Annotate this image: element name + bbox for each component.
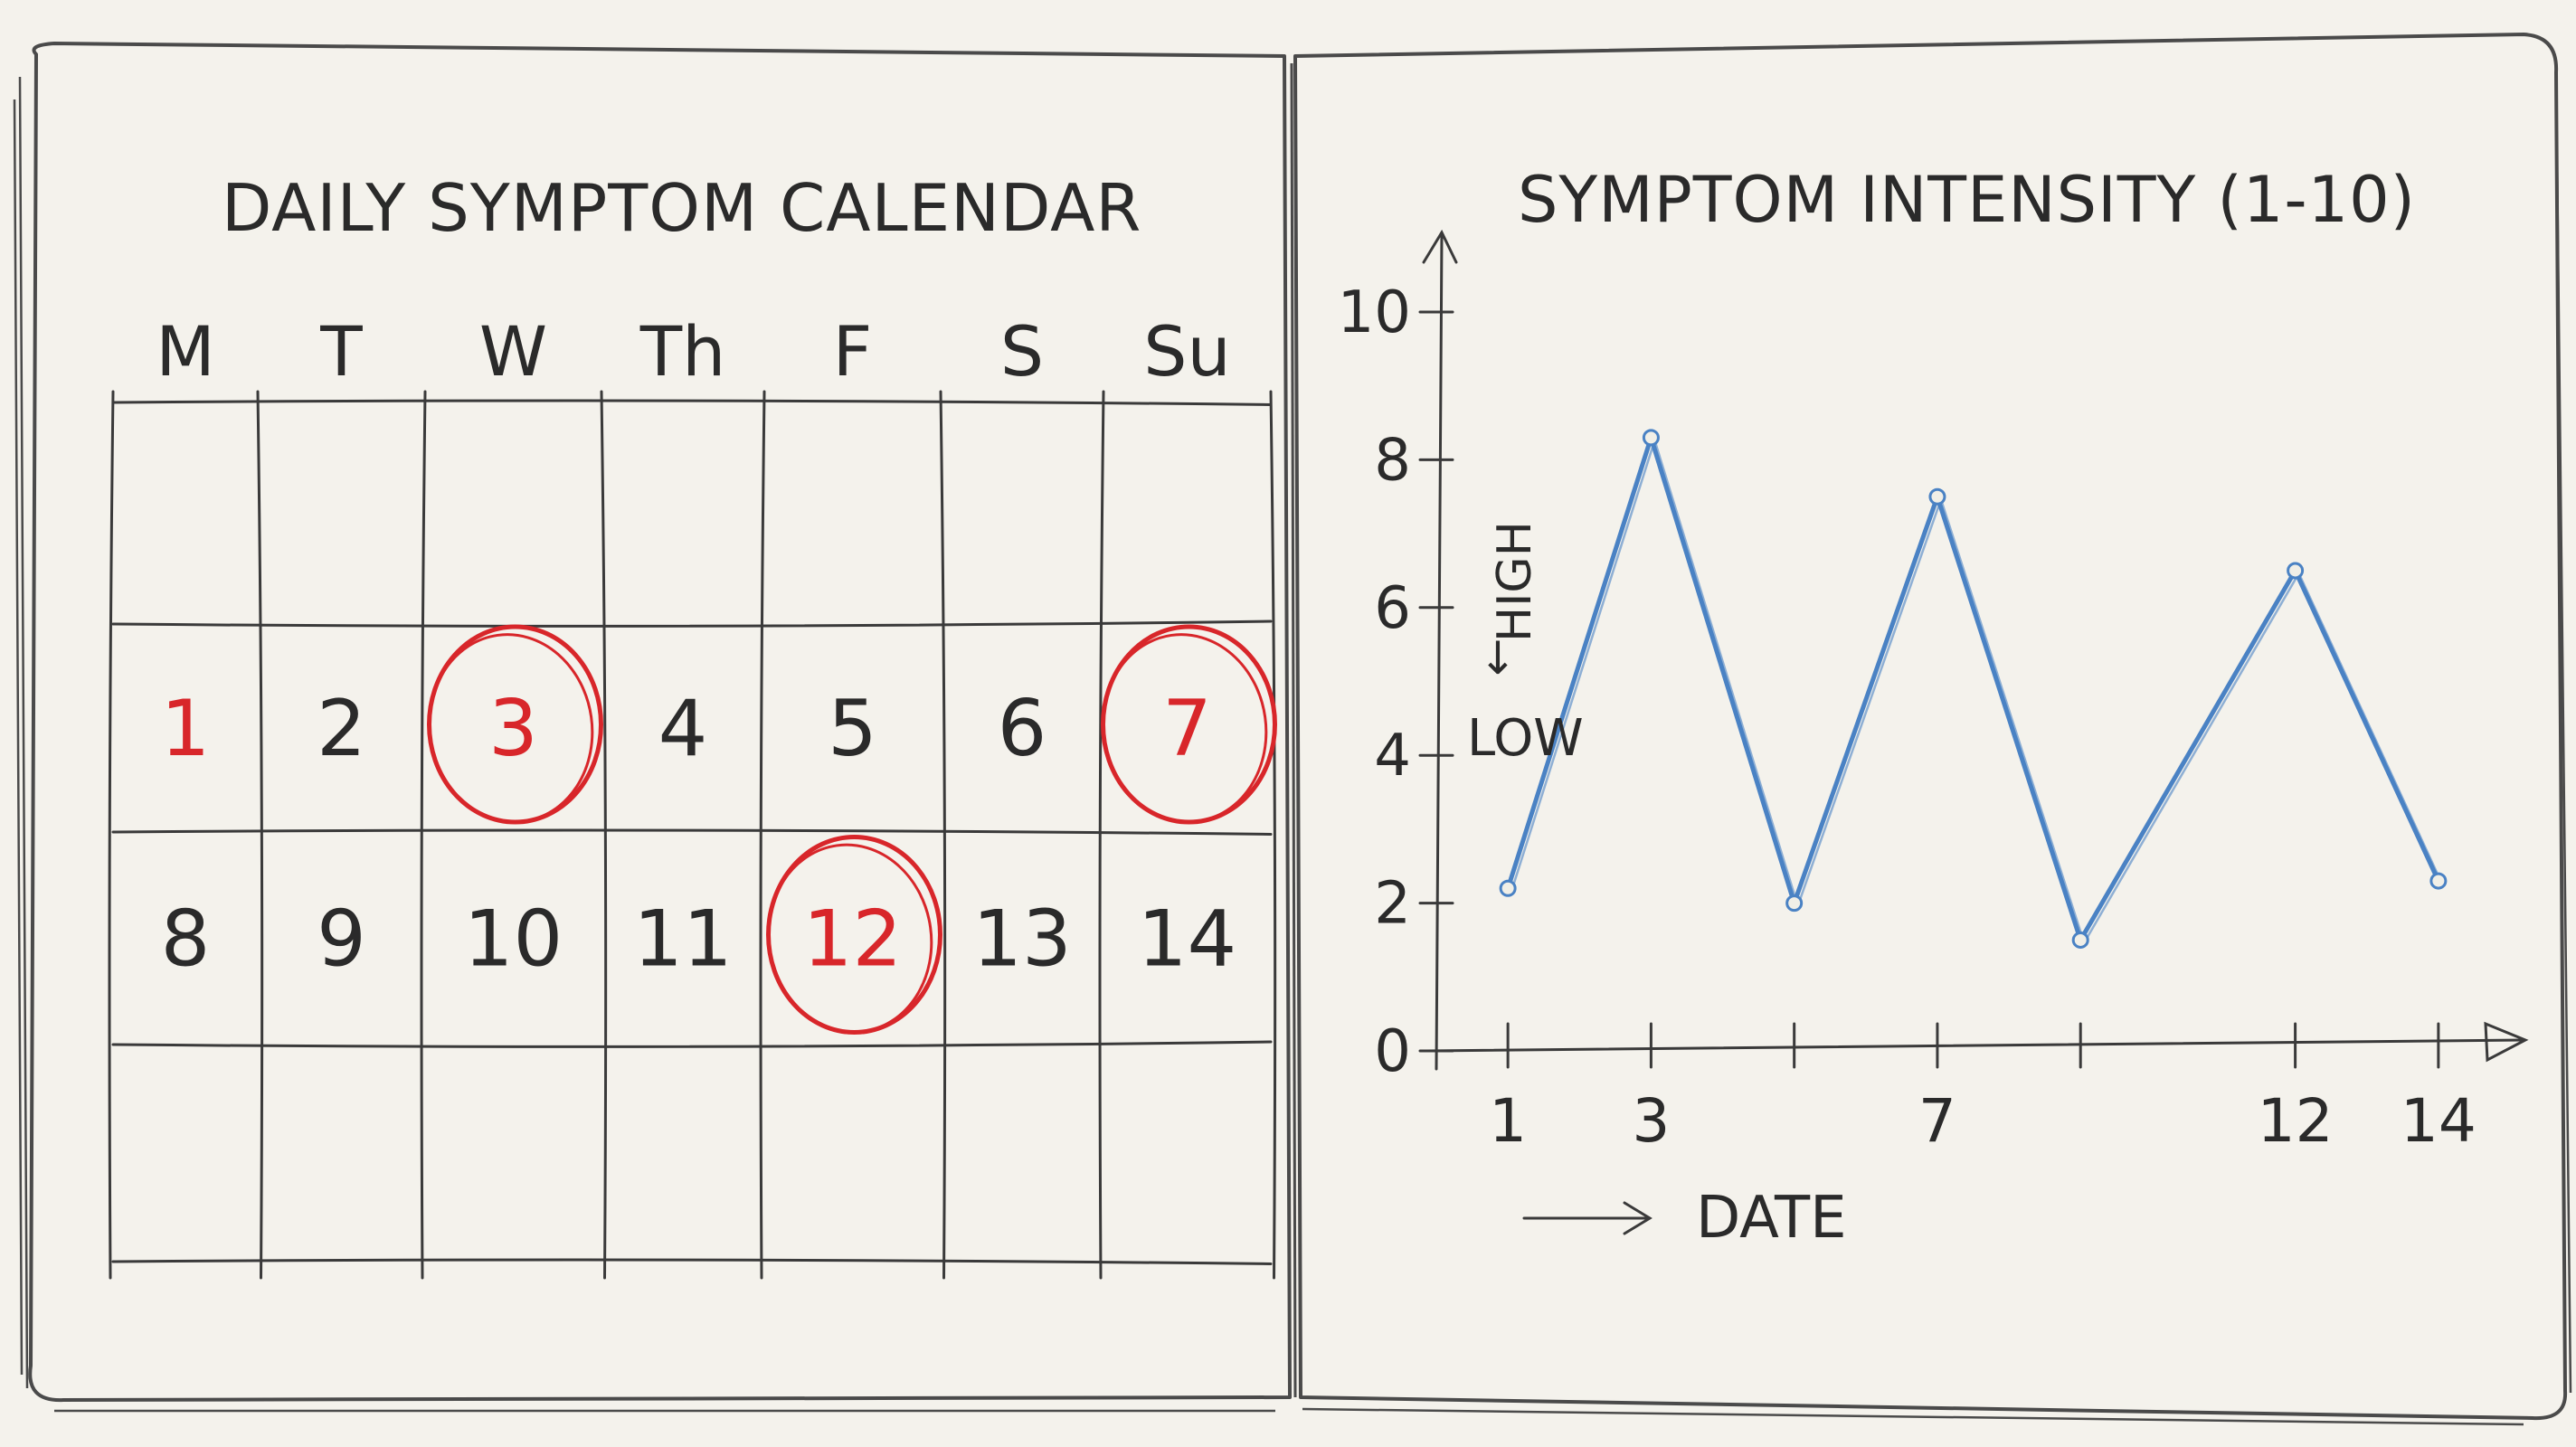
y-tick-label: 4 <box>1374 723 1411 790</box>
y-axis-label: HIGH ↓ LOW <box>1467 521 1584 768</box>
down-arrow-icon: ↓ <box>1479 632 1517 685</box>
page-edge-lines <box>13 67 2572 1426</box>
weekday-label: Su <box>1143 311 1230 392</box>
data-point <box>1785 894 1804 913</box>
x-tick-label: 12 <box>2258 1086 2334 1156</box>
calendar-day-cells: 1 2 3 4 5 6 78 9 10 11 12 13 14 <box>161 624 1278 1043</box>
calendar-column-line <box>1269 390 1277 1280</box>
series-line-sketch <box>1510 439 2444 944</box>
data-point <box>1928 487 1946 506</box>
x-tick-label: 1 <box>1489 1086 1527 1156</box>
weekday-label: S <box>1000 311 1044 392</box>
calendar-day-cell[interactable]: 2 <box>317 684 366 774</box>
red-circle-mark-stroke <box>427 633 594 824</box>
calendar-day-cell[interactable]: 3 <box>417 624 604 833</box>
calendar-day-number: 10 <box>464 894 563 985</box>
series-line <box>1505 435 2441 942</box>
calendar-day-number: 11 <box>633 894 732 985</box>
right-page <box>1293 33 2568 1421</box>
x-axis-arrowhead <box>2484 1021 2529 1063</box>
calendar-day-number: 6 <box>998 684 1047 774</box>
calendar-row-line <box>111 828 1273 836</box>
weekday-label: T <box>319 311 363 392</box>
right-arrow-icon <box>1522 1201 1653 1235</box>
x-tick-label: 3 <box>1632 1086 1670 1156</box>
weekday-label: Th <box>639 311 726 392</box>
notebook-spine <box>1290 62 1297 1398</box>
calendar-day-number: 13 <box>972 894 1071 985</box>
calendar-day-cell[interactable]: 11 <box>633 894 732 985</box>
y-tick-label: 0 <box>1374 1018 1411 1085</box>
y-axis-line <box>1422 229 1458 1071</box>
weekday-label: M <box>156 311 215 392</box>
calendar-row-line <box>111 1258 1273 1265</box>
calendar-day-number: 7 <box>1162 684 1212 774</box>
calendar-row-line <box>111 1040 1273 1048</box>
calendar-column-line <box>939 390 947 1280</box>
calendar-weekday-row: M T W Th F S Su <box>156 311 1231 392</box>
red-circle-mark-stroke <box>1101 633 1268 824</box>
x-tick-label: 14 <box>2401 1086 2477 1156</box>
calendar-row-line <box>111 619 1273 628</box>
notebook-pages <box>13 33 2572 1426</box>
weekday-label: F <box>833 311 873 392</box>
calendar-column-line <box>420 390 427 1280</box>
calendar-day-number: 8 <box>161 894 211 985</box>
chart-axes <box>1422 229 2529 1071</box>
calendar-day-cell[interactable]: 13 <box>972 894 1071 985</box>
calendar-column-line <box>1098 390 1105 1280</box>
calendar-day-cell[interactable]: 10 <box>464 894 563 985</box>
y-tick-label: 6 <box>1374 575 1411 642</box>
x-axis-line <box>1425 1038 2525 1053</box>
data-point <box>2287 562 2305 580</box>
red-circle-mark-stroke <box>766 843 933 1035</box>
calendar-day-number: 9 <box>317 894 366 985</box>
calendar-day-cell[interactable]: 4 <box>658 684 708 774</box>
x-tick-label: 7 <box>1918 1086 1956 1156</box>
calendar-day-cell[interactable]: 5 <box>828 684 877 774</box>
y-tick-label: 2 <box>1374 871 1411 938</box>
calendar-title: DAILY SYMPTOM CALENDAR <box>222 170 1141 246</box>
series-intensity <box>1499 429 2448 949</box>
calendar-row-line <box>111 399 1273 406</box>
left-page <box>28 42 1292 1403</box>
data-point <box>2071 931 2089 949</box>
calendar-grid <box>108 390 1277 1280</box>
data-point <box>2429 872 2448 890</box>
y-label-high: HIGH <box>1488 521 1542 642</box>
calendar-day-number: 14 <box>1138 894 1236 985</box>
calendar-day-number: 12 <box>803 894 902 985</box>
calendar-day-number: 2 <box>317 684 366 774</box>
calendar-day-cell[interactable]: 7 <box>1091 624 1278 833</box>
calendar-day-cell[interactable]: 12 <box>756 834 943 1043</box>
calendar-day-number: 4 <box>658 684 708 774</box>
calendar-day-cell[interactable]: 8 <box>161 894 211 985</box>
data-point <box>1642 429 1660 447</box>
calendar-column-line <box>108 390 115 1280</box>
y-tick-label: 8 <box>1374 427 1411 494</box>
y-tick-label: 10 <box>1338 279 1411 346</box>
calendar-day-cell[interactable]: 6 <box>998 684 1047 774</box>
calendar-day-cell[interactable]: 14 <box>1138 894 1236 985</box>
data-point <box>1499 879 1517 897</box>
x-axis-label: DATE <box>1522 1185 1847 1252</box>
calendar-day-number: 5 <box>828 684 877 774</box>
x-axis-title: DATE <box>1696 1185 1847 1252</box>
calendar-day-cell[interactable]: 1 <box>161 684 211 774</box>
calendar-day-number: 1 <box>161 684 211 774</box>
calendar-day-cell[interactable]: 9 <box>317 894 366 985</box>
y-label-low: LOW <box>1467 709 1584 768</box>
calendar-day-number: 3 <box>488 684 538 774</box>
y-axis-ticks: 0 2 4 6 8 10 <box>1338 279 1454 1085</box>
chart-title: SYMPTOM INTENSITY (1-10) <box>1518 163 2416 237</box>
calendar-column-line <box>600 390 608 1280</box>
x-axis-ticks: 1 3 7 12 14 <box>1489 1022 2477 1156</box>
intensity-chart: SYMPTOM INTENSITY (1-10) 0 2 4 6 8 10 1 3 7 12 14… <box>1338 163 2529 1252</box>
calendar-column-line <box>759 390 766 1280</box>
weekday-label: W <box>479 311 547 392</box>
calendar-column-line <box>256 390 264 1280</box>
